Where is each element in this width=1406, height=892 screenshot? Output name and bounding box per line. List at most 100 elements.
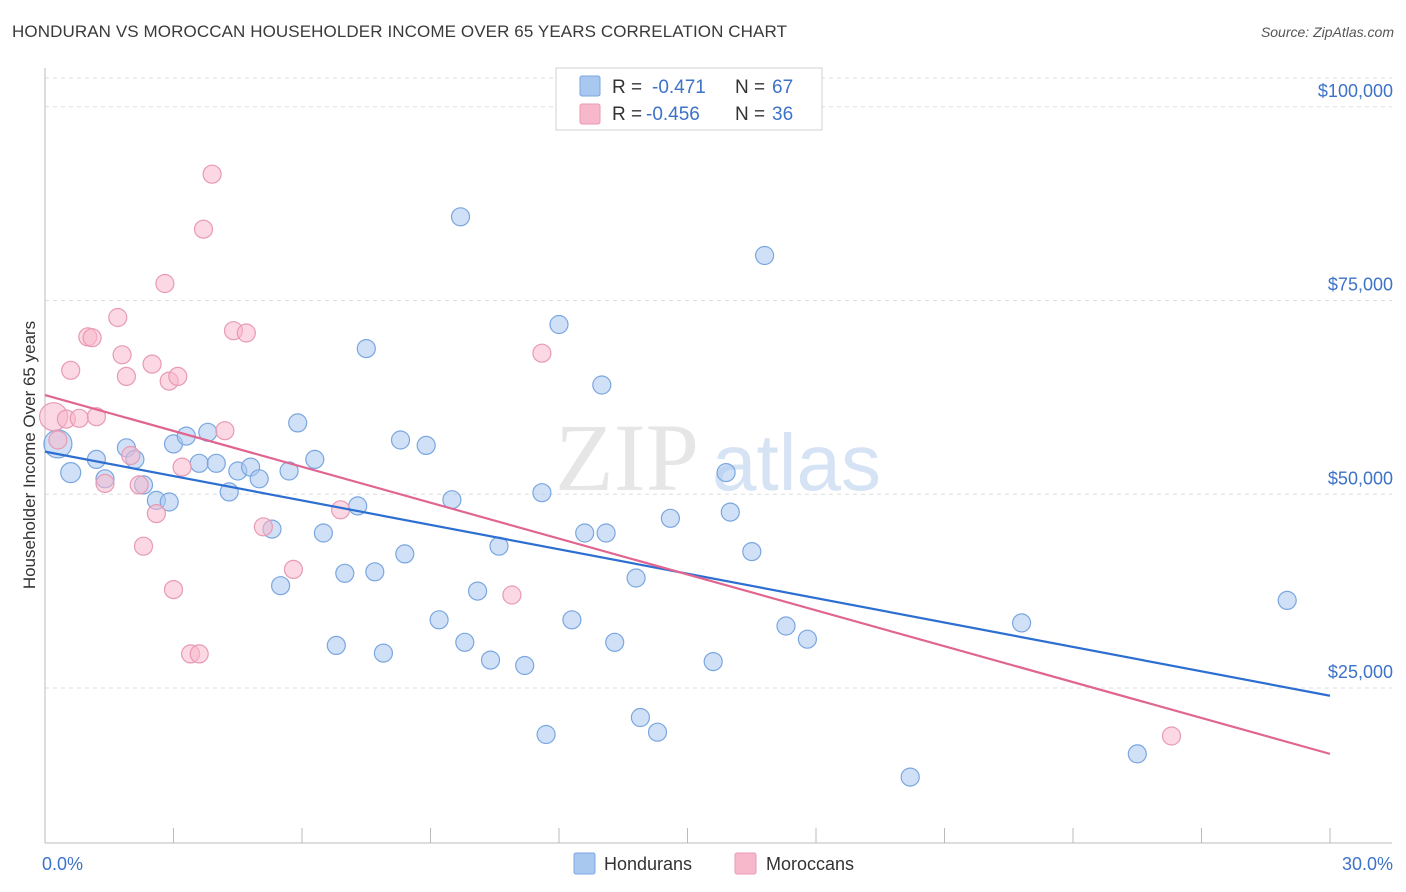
point-hondurans-1: [60, 462, 82, 484]
chart-source: Source: ZipAtlas.com: [1260, 24, 1394, 40]
stats-r-label-moroccans: R =: [612, 104, 642, 125]
point-hondurans-44: [562, 610, 582, 630]
point-hondurans-63: [1277, 590, 1297, 611]
stats-r-value-hondurans: -0.471: [652, 77, 706, 98]
trend-line-moroccans: [44, 393, 1331, 755]
point-moroccans-19: [163, 579, 184, 600]
point-moroccans-15: [142, 354, 162, 374]
stats-swatch-moroccans: [579, 103, 601, 125]
point-hondurans-36: [455, 632, 475, 652]
stats-r-value-moroccans: -0.456: [646, 104, 700, 125]
point-hondurans-53: [703, 651, 723, 672]
point-hondurans-50: [630, 707, 651, 728]
point-hondurans-21: [288, 413, 308, 433]
point-hondurans-62: [1127, 744, 1147, 764]
point-hondurans-37: [468, 581, 488, 601]
chart-title: HONDURAN VS MOROCCAN HOUSEHOLDER INCOME …: [12, 22, 788, 41]
point-hondurans-8: [159, 492, 179, 512]
trend-lines: [44, 393, 1331, 755]
point-moroccans-9: [108, 307, 128, 328]
point-hondurans-57: [754, 245, 775, 266]
point-hondurans-40: [515, 655, 535, 676]
y-axis-label: Householder Income Over 65 years: [20, 321, 39, 589]
point-moroccans-21: [172, 457, 192, 477]
stats-n-label-hondurans: N =: [735, 77, 765, 98]
point-hondurans-46: [592, 375, 612, 395]
series-legend: Hondurans Moroccans: [573, 852, 854, 875]
point-hondurans-32: [416, 435, 436, 455]
watermark-atlas: atlas: [712, 418, 881, 507]
axes: [44, 68, 1392, 844]
point-moroccans-25: [202, 164, 222, 184]
zipatlas-watermark: ZIP atlas: [555, 404, 881, 511]
point-moroccans-24: [193, 219, 214, 239]
data-points: [38, 164, 1297, 787]
point-moroccans-16: [146, 503, 166, 524]
point-moroccans-28: [236, 323, 256, 343]
point-hondurans-38: [480, 650, 501, 670]
legend-label-hondurans: Hondurans: [604, 854, 692, 874]
point-moroccans-1: [48, 430, 68, 450]
y-tick-label-3: $100,000: [1318, 81, 1393, 101]
grid-lines: [45, 77, 1392, 689]
y-tick-label-1: $50,000: [1328, 468, 1393, 488]
stats-n-value-hondurans: 67: [772, 77, 793, 98]
x-tick-label-1: 30.0%: [1342, 854, 1393, 874]
y-tick-label-0: $25,000: [1328, 662, 1393, 682]
point-moroccans-11: [116, 366, 137, 386]
stats-swatch-hondurans: [579, 75, 601, 97]
point-hondurans-58: [776, 616, 796, 636]
point-hondurans-23: [313, 523, 333, 543]
stats-legend: R = -0.471 N = 67 R = -0.456 N = 36: [555, 67, 823, 131]
legend-item-hondurans[interactable]: Hondurans: [573, 852, 692, 875]
point-moroccans-7: [86, 407, 107, 427]
point-moroccans-14: [133, 536, 154, 556]
point-hondurans-41: [532, 483, 552, 503]
point-hondurans-60: [900, 767, 920, 787]
point-hondurans-20: [279, 461, 299, 481]
point-moroccans-13: [129, 475, 149, 495]
point-hondurans-61: [1011, 613, 1032, 633]
point-hondurans-19: [271, 576, 291, 596]
point-hondurans-48: [605, 632, 625, 652]
point-hondurans-11: [189, 453, 209, 473]
point-moroccans-26: [215, 421, 235, 441]
point-hondurans-55: [720, 502, 740, 522]
point-hondurans-49: [626, 568, 646, 588]
point-moroccans-32: [502, 585, 522, 605]
point-moroccans-6: [82, 328, 102, 348]
point-hondurans-54: [716, 463, 736, 483]
point-moroccans-3: [61, 360, 81, 380]
stats-n-label-moroccans: N =: [735, 104, 765, 125]
point-hondurans-22: [305, 449, 325, 469]
y-tick-labels: $25,000 $50,000 $75,000 $100,000: [1318, 81, 1393, 682]
point-hondurans-28: [365, 562, 385, 582]
x-tick-label-0: 0.0%: [42, 854, 83, 874]
point-hondurans-31: [395, 544, 415, 564]
point-hondurans-35: [450, 207, 471, 227]
stats-row-moroccans: R = -0.456 N = 36: [579, 103, 793, 125]
watermark-zip: ZIP: [555, 404, 699, 511]
stats-r-label-hondurans: R =: [612, 77, 642, 98]
x-tick-labels: 0.0% 30.0%: [42, 854, 1393, 874]
legend-swatch-hondurans: [573, 852, 596, 875]
legend-label-moroccans: Moroccans: [766, 854, 854, 874]
point-moroccans-33: [532, 343, 552, 363]
point-hondurans-59: [797, 629, 818, 649]
legend-swatch-moroccans: [734, 852, 757, 875]
legend-item-moroccans[interactable]: Moroccans: [734, 852, 854, 875]
point-moroccans-34: [1161, 726, 1182, 746]
point-moroccans-12: [121, 445, 141, 466]
point-hondurans-45: [575, 523, 595, 543]
point-hondurans-30: [390, 430, 411, 450]
point-hondurans-13: [206, 453, 226, 473]
point-moroccans-17: [155, 273, 175, 294]
point-hondurans-24: [326, 635, 346, 656]
point-hondurans-29: [373, 643, 393, 663]
stats-n-value-moroccans: 36: [772, 104, 793, 125]
point-hondurans-27: [356, 339, 376, 359]
point-moroccans-4: [69, 408, 89, 428]
point-hondurans-47: [596, 523, 616, 543]
point-moroccans-29: [253, 517, 273, 537]
